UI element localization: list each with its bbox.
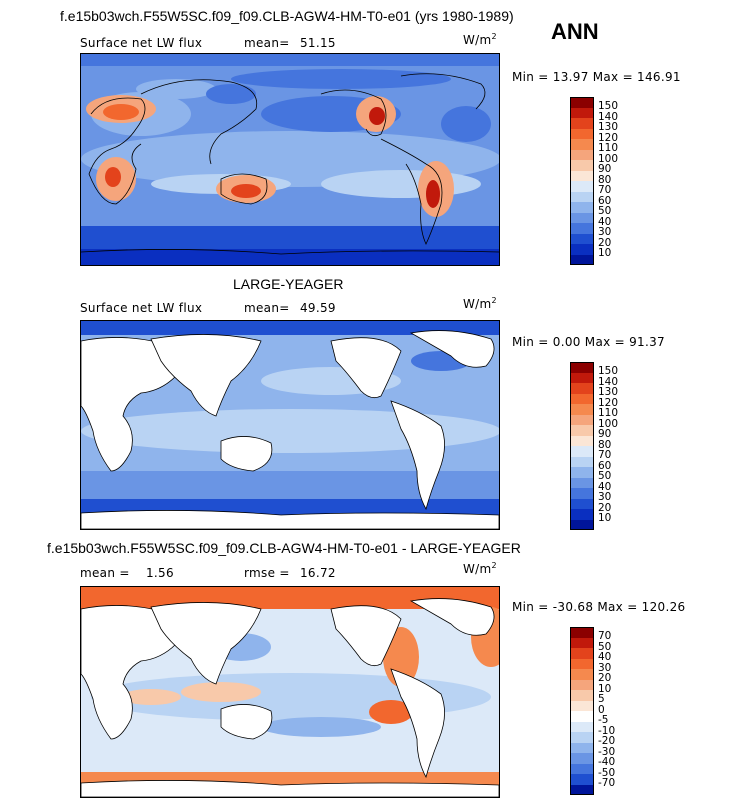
panel-2-tick: 90 xyxy=(598,428,612,440)
panel-1-tick: 120 xyxy=(598,131,619,144)
panel-1-units: W/m2 xyxy=(463,32,497,47)
panel-1-field-label: Surface net LW flux xyxy=(80,36,203,50)
panel-2-tick: 100 xyxy=(598,417,619,430)
panel-2-map-field xyxy=(81,321,499,529)
panel-3-map xyxy=(80,586,500,798)
panel-3-tick: -30 xyxy=(598,745,616,758)
panel-2-tick: 120 xyxy=(598,396,619,409)
panel-1-tick: 30 xyxy=(598,226,612,238)
panel-1-units-base: W/m xyxy=(463,33,492,47)
panel-1-tick: 70 xyxy=(598,184,612,196)
panel-2-tick: 130 xyxy=(598,386,619,398)
panel-1-minmax: Min = 13.97 Max = 146.91 xyxy=(512,70,681,84)
panel-2-minmax: Min = 0.00 Max = 91.37 xyxy=(512,335,665,349)
panel-3-rmse-label: rmse = xyxy=(244,566,290,580)
panel-3-tick: 40 xyxy=(598,651,612,663)
panel-3-units-exp: 2 xyxy=(491,561,497,570)
panel-1-tick: 150 xyxy=(598,100,619,112)
panel-1-tick: 10 xyxy=(598,247,612,259)
panel-1-tick: 60 xyxy=(598,194,612,207)
panel-1-tick: 100 xyxy=(598,152,619,165)
panel-2-tick: 10 xyxy=(598,512,612,524)
panel-2-tick: 140 xyxy=(598,375,619,388)
panel-3-tick: 5 xyxy=(598,693,605,705)
panel-1-map xyxy=(80,53,500,266)
panel-3-tick: 30 xyxy=(598,661,612,674)
panel-2-units-base: W/m xyxy=(463,297,492,311)
panel-3-tick: -50 xyxy=(598,766,616,779)
panel-1-tick: 20 xyxy=(598,236,612,249)
panel-3-mean-label: mean = xyxy=(80,566,130,580)
panel-3-tick: -70 xyxy=(598,777,616,789)
panel-2-tick: 150 xyxy=(598,365,619,377)
panel-1-units-exp: 2 xyxy=(491,32,497,41)
panel-3-units: W/m2 xyxy=(463,561,497,576)
panel-3-mean-value: 1.56 xyxy=(146,566,174,580)
panel-2-tick: 50 xyxy=(598,470,612,482)
panel-2-mean-label: mean= xyxy=(244,301,290,315)
panel-1-tick: 130 xyxy=(598,121,619,133)
panel-1-tick: 40 xyxy=(598,215,612,228)
panel-3-map-field xyxy=(81,587,499,797)
panel-1-map-field xyxy=(81,54,499,265)
panel-1-colorbar-frame xyxy=(570,97,594,265)
panel-3-tick: -5 xyxy=(598,714,609,726)
panel-2-tick: 110 xyxy=(598,407,619,419)
panel-2-title: LARGE-YEAGER xyxy=(233,276,344,292)
panel-1-tick: 140 xyxy=(598,110,619,123)
panel-2-tick: 40 xyxy=(598,480,612,493)
panel-3-tick: 50 xyxy=(598,640,612,653)
panel-3-tick: -40 xyxy=(598,756,616,768)
panel-2-map xyxy=(80,320,500,530)
panel-3-tick: -10 xyxy=(598,724,616,737)
panel-2-field-label: Surface net LW flux xyxy=(80,301,203,315)
panel-1-tick: 50 xyxy=(598,205,612,217)
panel-2-tick: 20 xyxy=(598,501,612,514)
panel-2-units-exp: 2 xyxy=(491,296,497,305)
panel-1-tick: 80 xyxy=(598,173,612,186)
panel-2-units: W/m2 xyxy=(463,296,497,311)
panel-2-mean-value: 49.59 xyxy=(300,301,336,315)
panel-3-units-base: W/m xyxy=(463,562,492,576)
panel-2-tick: 80 xyxy=(598,438,612,451)
panel-3-colorbar-frame xyxy=(570,627,594,795)
panel-3-tick: 10 xyxy=(598,682,612,695)
panel-2-tick: 70 xyxy=(598,449,612,461)
panel-2-colorbar-frame xyxy=(570,362,594,530)
panel-1-mean-value: 51.15 xyxy=(300,36,336,50)
panel-3-tick: 0 xyxy=(598,703,605,716)
panel-1-tick: 110 xyxy=(598,142,619,154)
season-label: ANN xyxy=(551,19,599,44)
panel-2-tick: 60 xyxy=(598,459,612,472)
main-title: f.e15b03wch.F55W5SC.f09_f09.CLB-AGW4-HM-… xyxy=(60,8,514,24)
panel-3-title: f.e15b03wch.F55W5SC.f09_f09.CLB-AGW4-HM-… xyxy=(47,540,521,556)
panel-2-tick: 30 xyxy=(598,491,612,503)
panel-3-minmax: Min = -30.68 Max = 120.26 xyxy=(512,600,686,614)
panel-3-tick: 70 xyxy=(598,630,612,642)
panel-1-tick: 90 xyxy=(598,163,612,175)
panel-3-rmse-value: 16.72 xyxy=(300,566,336,580)
panel-3-tick: 20 xyxy=(598,672,612,684)
panel-3-tick: -20 xyxy=(598,735,616,747)
panel-1-mean-label: mean= xyxy=(244,36,290,50)
